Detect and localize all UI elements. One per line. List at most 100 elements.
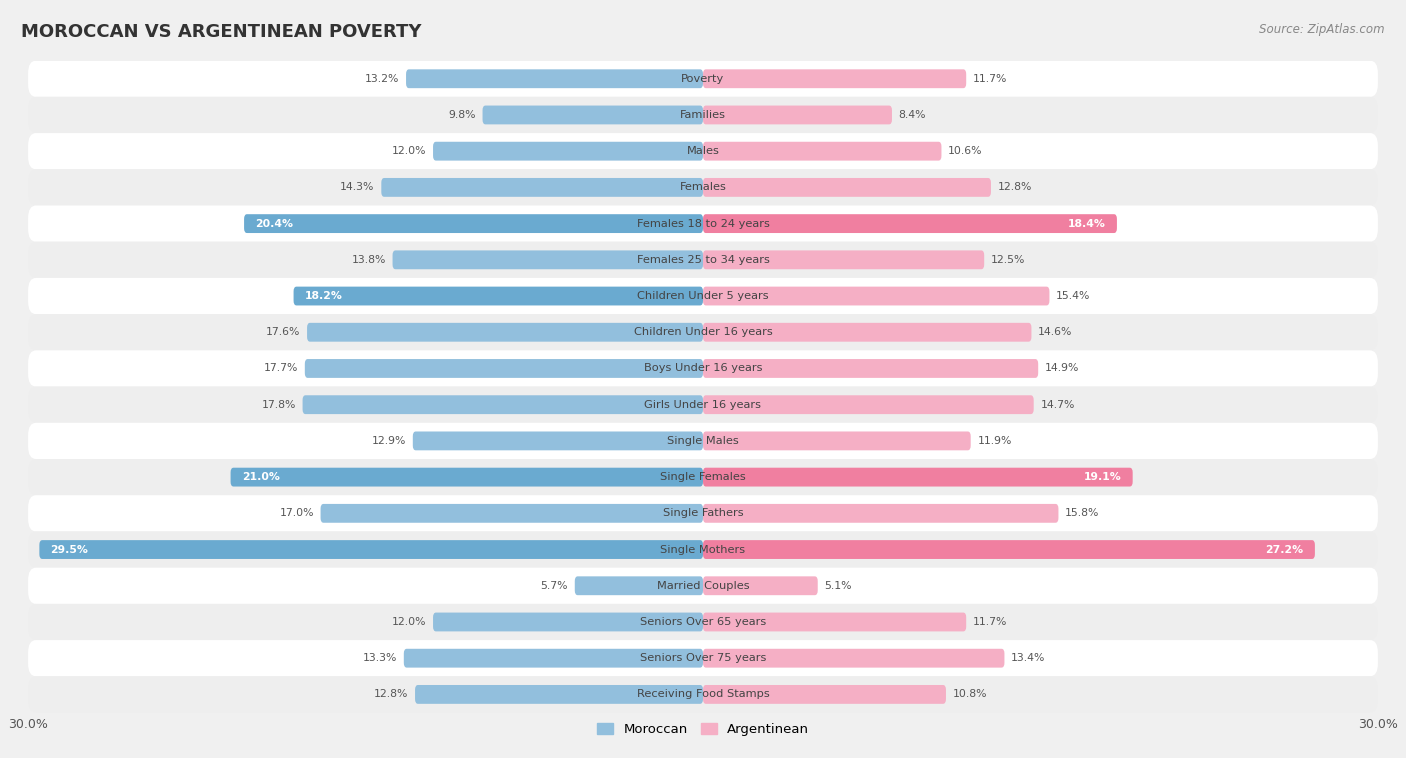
Text: 11.7%: 11.7% <box>973 617 1007 627</box>
FancyBboxPatch shape <box>433 612 703 631</box>
Text: 12.5%: 12.5% <box>991 255 1025 265</box>
FancyBboxPatch shape <box>28 640 1378 676</box>
Text: 8.4%: 8.4% <box>898 110 927 120</box>
Text: Single Fathers: Single Fathers <box>662 509 744 518</box>
FancyBboxPatch shape <box>703 395 1033 414</box>
Text: Receiving Food Stamps: Receiving Food Stamps <box>637 690 769 700</box>
Text: 14.9%: 14.9% <box>1045 364 1080 374</box>
FancyBboxPatch shape <box>482 105 703 124</box>
FancyBboxPatch shape <box>28 676 1378 713</box>
Text: 12.9%: 12.9% <box>371 436 406 446</box>
FancyBboxPatch shape <box>28 423 1378 459</box>
Text: 19.1%: 19.1% <box>1084 472 1122 482</box>
Text: 13.2%: 13.2% <box>366 74 399 83</box>
FancyBboxPatch shape <box>28 459 1378 495</box>
Text: 17.7%: 17.7% <box>264 364 298 374</box>
Text: Poverty: Poverty <box>682 74 724 83</box>
Text: 15.4%: 15.4% <box>1056 291 1091 301</box>
FancyBboxPatch shape <box>28 604 1378 640</box>
FancyBboxPatch shape <box>28 133 1378 169</box>
FancyBboxPatch shape <box>28 495 1378 531</box>
Text: 9.8%: 9.8% <box>449 110 475 120</box>
FancyBboxPatch shape <box>703 69 966 88</box>
FancyBboxPatch shape <box>703 178 991 197</box>
FancyBboxPatch shape <box>703 250 984 269</box>
FancyBboxPatch shape <box>703 323 1032 342</box>
FancyBboxPatch shape <box>433 142 703 161</box>
Legend: Moroccan, Argentinean: Moroccan, Argentinean <box>592 718 814 742</box>
FancyBboxPatch shape <box>305 359 703 378</box>
Text: 12.0%: 12.0% <box>392 617 426 627</box>
Text: 14.6%: 14.6% <box>1038 327 1073 337</box>
Text: Boys Under 16 years: Boys Under 16 years <box>644 364 762 374</box>
FancyBboxPatch shape <box>28 242 1378 278</box>
Text: 13.3%: 13.3% <box>363 653 396 663</box>
FancyBboxPatch shape <box>703 142 942 161</box>
Text: Single Females: Single Females <box>661 472 745 482</box>
Text: 12.8%: 12.8% <box>998 183 1032 193</box>
FancyBboxPatch shape <box>28 531 1378 568</box>
FancyBboxPatch shape <box>28 387 1378 423</box>
FancyBboxPatch shape <box>307 323 703 342</box>
Text: Females 25 to 34 years: Females 25 to 34 years <box>637 255 769 265</box>
Text: 18.2%: 18.2% <box>305 291 343 301</box>
FancyBboxPatch shape <box>28 278 1378 314</box>
FancyBboxPatch shape <box>321 504 703 523</box>
Text: 14.3%: 14.3% <box>340 183 374 193</box>
FancyBboxPatch shape <box>28 314 1378 350</box>
FancyBboxPatch shape <box>703 576 818 595</box>
FancyBboxPatch shape <box>231 468 703 487</box>
Text: Families: Families <box>681 110 725 120</box>
FancyBboxPatch shape <box>28 350 1378 387</box>
Text: 17.0%: 17.0% <box>280 509 314 518</box>
FancyBboxPatch shape <box>703 287 1049 305</box>
Text: 17.8%: 17.8% <box>262 399 295 409</box>
FancyBboxPatch shape <box>703 540 1315 559</box>
Text: 21.0%: 21.0% <box>242 472 280 482</box>
FancyBboxPatch shape <box>39 540 703 559</box>
Text: Single Mothers: Single Mothers <box>661 544 745 555</box>
Text: Single Males: Single Males <box>666 436 740 446</box>
FancyBboxPatch shape <box>28 169 1378 205</box>
Text: 13.4%: 13.4% <box>1011 653 1046 663</box>
Text: 12.8%: 12.8% <box>374 690 408 700</box>
FancyBboxPatch shape <box>415 685 703 704</box>
Text: 12.0%: 12.0% <box>392 146 426 156</box>
Text: Married Couples: Married Couples <box>657 581 749 590</box>
Text: 27.2%: 27.2% <box>1265 544 1303 555</box>
FancyBboxPatch shape <box>575 576 703 595</box>
FancyBboxPatch shape <box>703 359 1038 378</box>
FancyBboxPatch shape <box>392 250 703 269</box>
FancyBboxPatch shape <box>703 612 966 631</box>
FancyBboxPatch shape <box>703 468 1133 487</box>
FancyBboxPatch shape <box>28 568 1378 604</box>
Text: 5.7%: 5.7% <box>540 581 568 590</box>
FancyBboxPatch shape <box>703 215 1116 233</box>
Text: 17.6%: 17.6% <box>266 327 301 337</box>
FancyBboxPatch shape <box>28 205 1378 242</box>
FancyBboxPatch shape <box>703 685 946 704</box>
FancyBboxPatch shape <box>28 97 1378 133</box>
FancyBboxPatch shape <box>413 431 703 450</box>
Text: 10.6%: 10.6% <box>948 146 983 156</box>
FancyBboxPatch shape <box>703 431 970 450</box>
Text: Females: Females <box>679 183 727 193</box>
Text: Males: Males <box>686 146 720 156</box>
Text: Females 18 to 24 years: Females 18 to 24 years <box>637 218 769 229</box>
FancyBboxPatch shape <box>703 649 1004 668</box>
Text: 10.8%: 10.8% <box>953 690 987 700</box>
Text: 11.7%: 11.7% <box>973 74 1007 83</box>
Text: Girls Under 16 years: Girls Under 16 years <box>644 399 762 409</box>
Text: 29.5%: 29.5% <box>51 544 89 555</box>
FancyBboxPatch shape <box>703 504 1059 523</box>
FancyBboxPatch shape <box>406 69 703 88</box>
FancyBboxPatch shape <box>381 178 703 197</box>
Text: 14.7%: 14.7% <box>1040 399 1074 409</box>
FancyBboxPatch shape <box>703 105 891 124</box>
Text: Seniors Over 75 years: Seniors Over 75 years <box>640 653 766 663</box>
Text: 15.8%: 15.8% <box>1066 509 1099 518</box>
FancyBboxPatch shape <box>294 287 703 305</box>
Text: 11.9%: 11.9% <box>977 436 1012 446</box>
Text: 5.1%: 5.1% <box>824 581 852 590</box>
Text: Children Under 16 years: Children Under 16 years <box>634 327 772 337</box>
